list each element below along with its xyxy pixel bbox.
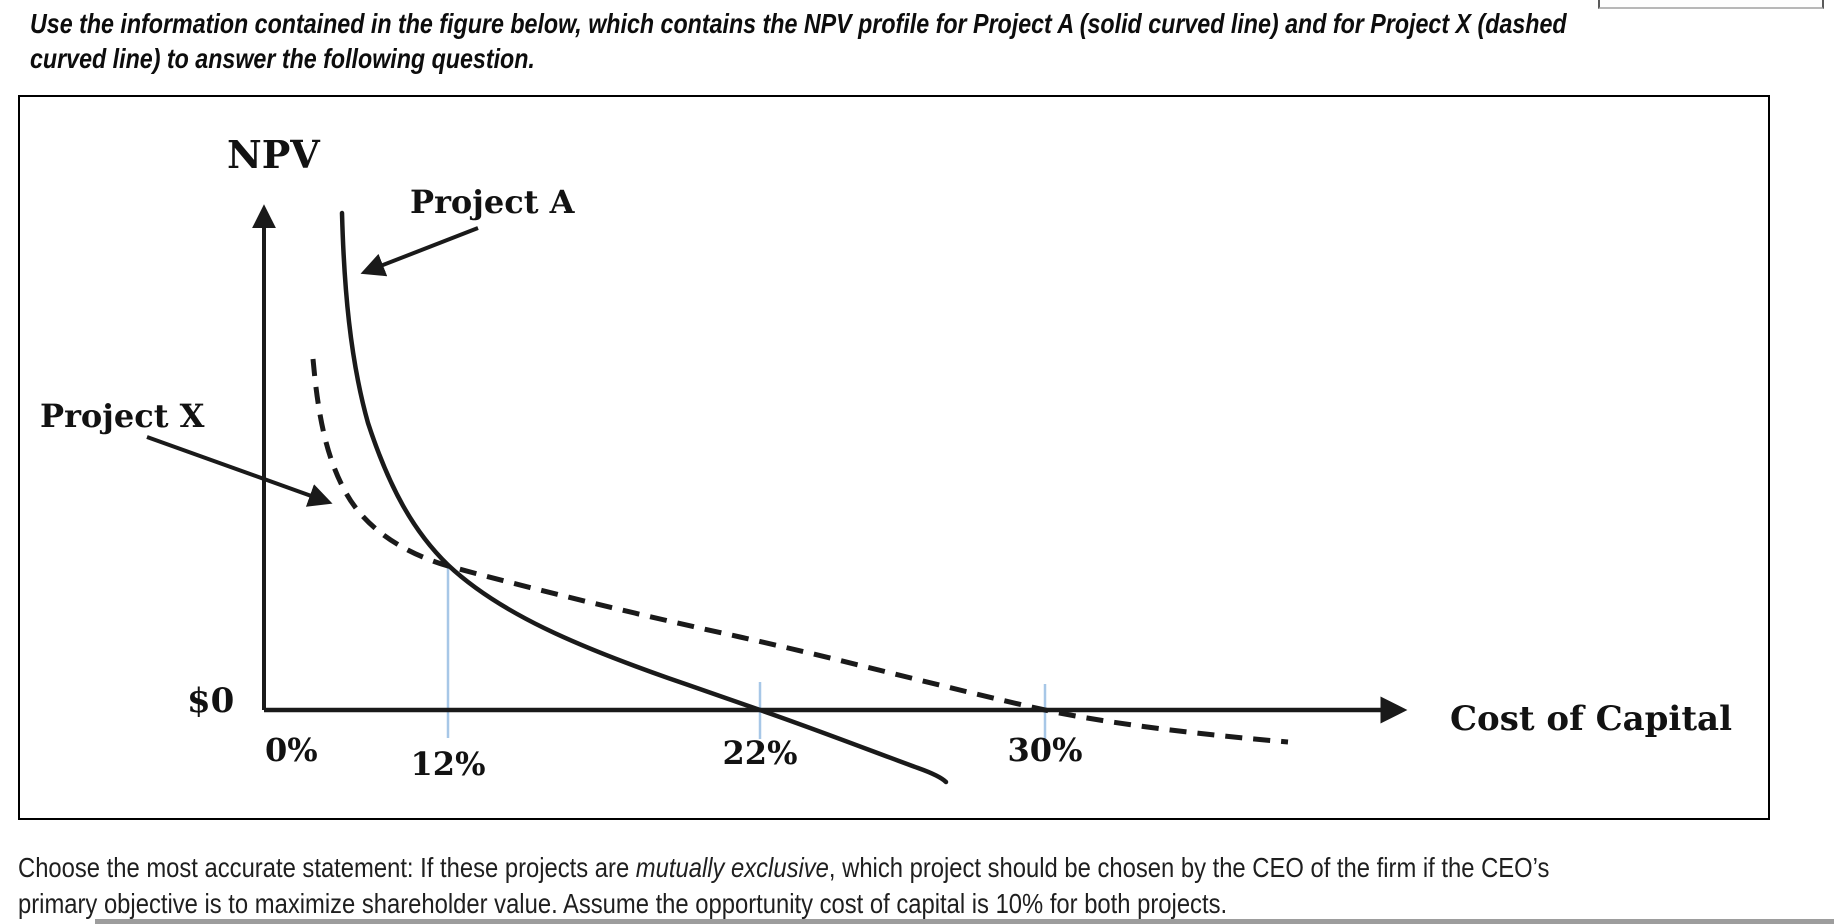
zero-npv-label: $0 <box>187 681 234 721</box>
tick-label-30: 30% <box>1008 731 1083 769</box>
zero-rate-label: 0% <box>265 731 318 769</box>
question-line-1-pre: Choose the most accurate statement: If t… <box>18 852 636 883</box>
instruction-line-1: Use the information contained in the fig… <box>30 8 1567 39</box>
tick-label-22: 22% <box>723 734 798 772</box>
project-x-label: Project X <box>40 397 205 435</box>
x-axis-label: Cost of Capital <box>1450 699 1732 739</box>
project-a-curve <box>339 210 949 785</box>
question-line-1: Choose the most accurate statement: If t… <box>18 850 1549 886</box>
instruction-text: Use the information contained in the fig… <box>30 6 1834 76</box>
project-a-label: Project A <box>410 183 576 221</box>
question-line-2: primary objective is to maximize shareho… <box>18 888 1228 919</box>
top-right-cutoff-box <box>1598 0 1824 9</box>
project-a-arrow <box>360 226 479 277</box>
question-text: Choose the most accurate statement: If t… <box>18 850 1820 922</box>
question-line-1-post: , which project should be chosen by the … <box>828 852 1550 883</box>
y-axis-label: NPV <box>227 132 321 177</box>
project-x-arrow <box>146 435 333 507</box>
question-line-1-italic: mutually exclusive <box>635 852 829 883</box>
bottom-cutoff-bar <box>95 919 1834 924</box>
npv-chart: NPV Project A Project X $0 0% 12% 22% 30… <box>40 132 1732 785</box>
tick-label-12: 12% <box>411 745 486 783</box>
npv-figure: NPV Project A Project X $0 0% 12% 22% 30… <box>18 95 1770 820</box>
project-x-curve <box>310 358 1289 745</box>
instruction-line-2: curved line) to answer the following que… <box>30 43 535 74</box>
